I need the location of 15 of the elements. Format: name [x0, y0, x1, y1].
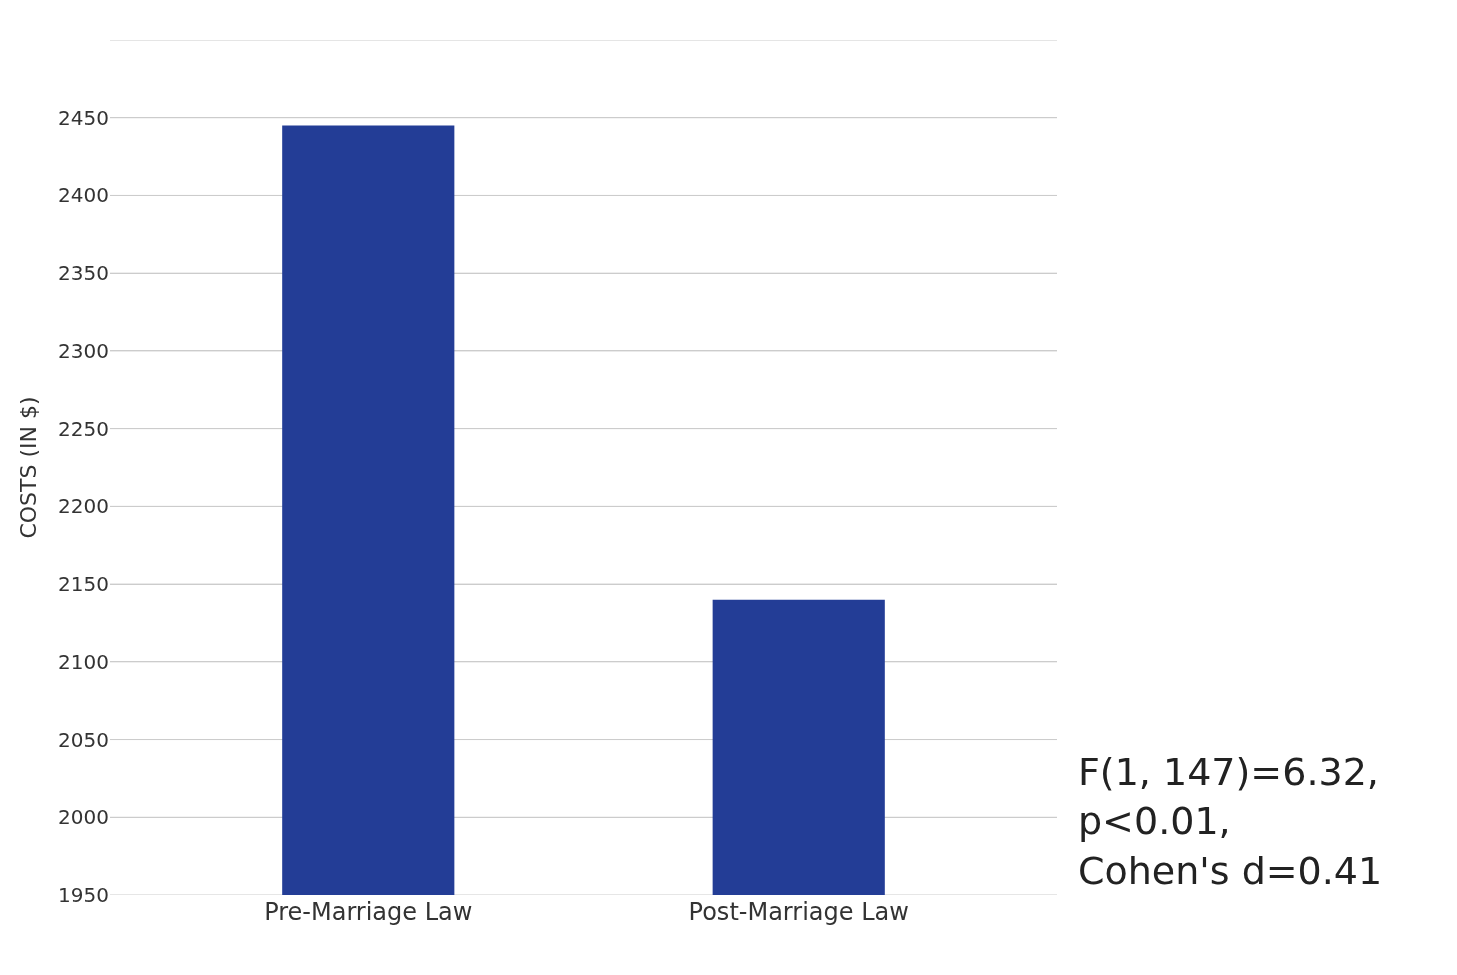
text: F(1, 147)=6.32, p<0.01, Cohen's d=0.41: [1078, 750, 1383, 893]
y-axis-title: COSTS (IN $): [15, 396, 41, 539]
y-tick-label: 1950: [58, 883, 109, 907]
x-tick-label: Post-Marriage Law: [688, 898, 909, 926]
y-tick-label: 2400: [58, 183, 109, 208]
y-tick-label: 2250: [58, 416, 109, 441]
y-tick-label: 2100: [58, 649, 109, 674]
y-tick-label: 2000: [58, 805, 109, 830]
y-tick-label: 2450: [58, 105, 109, 130]
y-tick-label: 2300: [58, 338, 109, 363]
x-tick-label: Pre-Marriage Law: [264, 898, 473, 926]
y-tick-label: 2050: [58, 727, 109, 752]
y-tick-label: 2150: [58, 572, 109, 597]
y-tick-label: 2350: [58, 261, 109, 286]
y-tick-label: 2200: [58, 494, 109, 519]
